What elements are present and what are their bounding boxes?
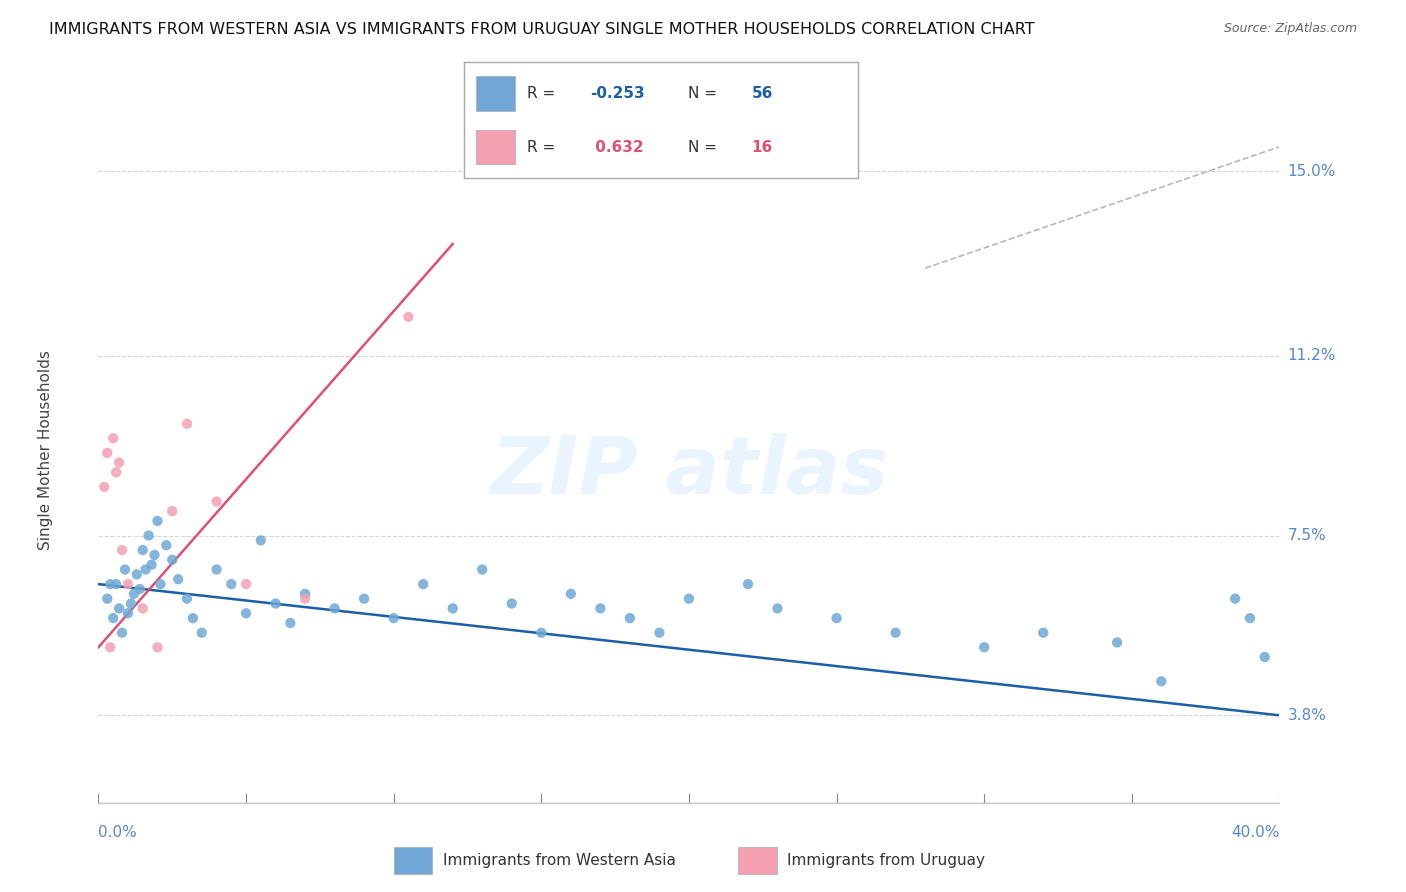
- Point: [398, 310, 420, 324]
- Text: Source: ZipAtlas.com: Source: ZipAtlas.com: [1223, 22, 1357, 36]
- Point: [205, 494, 228, 508]
- Text: Immigrants from Western Asia: Immigrants from Western Asia: [443, 854, 676, 868]
- Point: [235, 577, 257, 591]
- Point: [280, 615, 302, 630]
- Bar: [394, 847, 433, 874]
- Point: [619, 611, 641, 625]
- Text: Immigrants from Uruguay: Immigrants from Uruguay: [787, 854, 986, 868]
- Point: [191, 625, 214, 640]
- Bar: [475, 77, 515, 112]
- Point: [1239, 611, 1261, 625]
- Point: [98, 640, 121, 655]
- Point: [382, 611, 405, 625]
- Point: [135, 562, 157, 576]
- Point: [93, 480, 115, 494]
- Point: [294, 591, 316, 606]
- Point: [1225, 591, 1247, 606]
- Point: [678, 591, 700, 606]
- Point: [205, 562, 228, 576]
- Bar: [475, 129, 515, 164]
- Point: [143, 548, 166, 562]
- Point: [96, 591, 118, 606]
- Text: N =: N =: [689, 87, 723, 102]
- Point: [132, 543, 155, 558]
- Point: [501, 597, 523, 611]
- Text: 3.8%: 3.8%: [1288, 708, 1327, 723]
- Point: [111, 625, 134, 640]
- Point: [1254, 650, 1277, 665]
- Text: 0.0%: 0.0%: [98, 825, 138, 839]
- Point: [530, 625, 553, 640]
- Point: [294, 587, 316, 601]
- Point: [105, 577, 128, 591]
- Point: [125, 567, 148, 582]
- Point: [162, 553, 183, 567]
- Text: 16: 16: [751, 139, 773, 154]
- Point: [323, 601, 346, 615]
- Point: [138, 528, 160, 542]
- Point: [176, 417, 198, 431]
- Point: [250, 533, 273, 548]
- Point: [117, 577, 139, 591]
- Point: [766, 601, 789, 615]
- Point: [155, 538, 177, 552]
- Point: [737, 577, 759, 591]
- Point: [973, 640, 995, 655]
- Text: 11.2%: 11.2%: [1288, 348, 1336, 363]
- Text: 7.5%: 7.5%: [1288, 528, 1326, 543]
- Point: [181, 611, 204, 625]
- Point: [108, 456, 131, 470]
- Text: ZIP atlas: ZIP atlas: [489, 433, 889, 510]
- Text: Single Mother Households: Single Mother Households: [38, 351, 53, 550]
- Point: [884, 625, 907, 640]
- Point: [589, 601, 612, 615]
- Point: [111, 543, 134, 558]
- Text: R =: R =: [527, 139, 560, 154]
- Point: [176, 591, 198, 606]
- Point: [146, 640, 169, 655]
- Point: [120, 597, 142, 611]
- Point: [167, 572, 190, 586]
- Point: [146, 514, 169, 528]
- Point: [128, 582, 150, 596]
- Point: [114, 562, 136, 576]
- Point: [96, 446, 118, 460]
- Point: [1150, 674, 1173, 689]
- Point: [162, 504, 183, 518]
- Point: [221, 577, 243, 591]
- Text: 40.0%: 40.0%: [1232, 825, 1279, 839]
- Text: IMMIGRANTS FROM WESTERN ASIA VS IMMIGRANTS FROM URUGUAY SINGLE MOTHER HOUSEHOLDS: IMMIGRANTS FROM WESTERN ASIA VS IMMIGRAN…: [49, 22, 1035, 37]
- Point: [264, 597, 287, 611]
- Point: [103, 611, 125, 625]
- Point: [441, 601, 464, 615]
- Text: -0.253: -0.253: [591, 87, 644, 102]
- Point: [141, 558, 163, 572]
- Point: [103, 431, 125, 445]
- Point: [353, 591, 375, 606]
- Text: 56: 56: [751, 87, 773, 102]
- Point: [235, 607, 257, 621]
- Point: [108, 601, 131, 615]
- Text: 15.0%: 15.0%: [1288, 163, 1336, 178]
- Point: [560, 587, 582, 601]
- Point: [1107, 635, 1129, 649]
- Point: [648, 625, 671, 640]
- Point: [149, 577, 172, 591]
- Text: 0.632: 0.632: [591, 139, 644, 154]
- Point: [471, 562, 494, 576]
- Bar: [738, 847, 778, 874]
- Point: [117, 607, 139, 621]
- Point: [825, 611, 848, 625]
- Text: N =: N =: [689, 139, 723, 154]
- Point: [122, 587, 145, 601]
- Point: [132, 601, 155, 615]
- Point: [412, 577, 434, 591]
- Point: [1032, 625, 1054, 640]
- Point: [105, 466, 128, 480]
- Text: R =: R =: [527, 87, 560, 102]
- Point: [98, 577, 121, 591]
